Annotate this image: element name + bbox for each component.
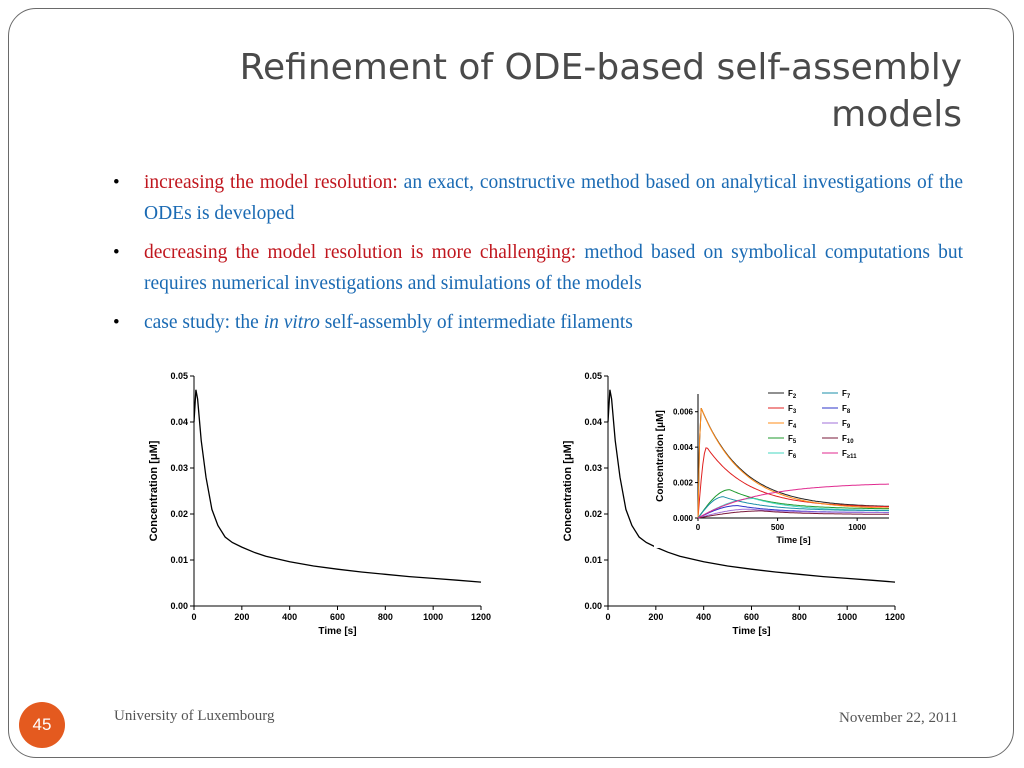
- y-tick-label: 0.04: [170, 417, 188, 427]
- inset-series-F9: [697, 508, 889, 519]
- bullet-item-1: • increasing the model resolution: an ex…: [113, 167, 963, 229]
- series-line: [607, 389, 896, 583]
- x-axis-label: Time [s]: [732, 626, 770, 637]
- y-tick-label: 0.04: [584, 417, 602, 427]
- x-tick-label: 800: [378, 612, 393, 622]
- slide-title: Refinement of ODE-based self-assembly mo…: [239, 47, 962, 135]
- x-tick-label: 500: [771, 523, 785, 532]
- inset-background: [654, 378, 894, 548]
- y-tick-label: 0.02: [170, 509, 188, 519]
- x-tick-label: 1200: [885, 612, 905, 622]
- x-tick-label: 800: [792, 612, 807, 622]
- inset-series-F3: [697, 447, 889, 519]
- legend-label: F≥11: [842, 449, 857, 460]
- x-tick-label: 0: [191, 612, 196, 622]
- bullet-icon: •: [113, 242, 120, 263]
- legend-label: F4: [788, 419, 797, 430]
- bullet-text: case study: the: [144, 312, 264, 333]
- legend-label: F8: [842, 404, 851, 415]
- bullet-lead: increasing the model resolution:: [144, 172, 398, 193]
- bullet-text: self-assembly of intermediate filaments: [319, 312, 633, 333]
- y-tick-label: 0.006: [673, 408, 694, 417]
- x-tick-label: 1000: [423, 612, 443, 622]
- legend-label: F6: [788, 449, 797, 460]
- chart-right: 0.00 0.01 0.02 0.03 0.04 0.05 0 200 400 600 800 100…: [562, 371, 905, 637]
- slide-frame: [8, 8, 1014, 758]
- inset-series-F≥11: [697, 483, 889, 519]
- y-axis-label: Concentration [μM]: [655, 410, 666, 502]
- chart-left: 0.00 0.01 0.02 0.03 0.04 0.05 0 200 400 600 800 100…: [148, 371, 491, 637]
- footer-date: November 22, 2011: [838, 710, 958, 726]
- bullet-lead: decreasing the model resolution is more …: [144, 242, 577, 263]
- legend-label: F3: [788, 404, 797, 415]
- series-line: [193, 389, 482, 583]
- bullet-italic: in vitro: [263, 312, 320, 333]
- bullet-text: method based on symbolical computations …: [144, 242, 963, 294]
- inset-series-F2: [697, 408, 889, 519]
- x-tick-label: 200: [648, 612, 663, 622]
- y-tick-label: 0.004: [673, 443, 694, 452]
- x-tick-label: 0: [605, 612, 610, 622]
- legend-label: F2: [788, 389, 797, 400]
- legend-label: F7: [842, 389, 851, 400]
- bullet-list: • increasing the model resolution: an ex…: [113, 167, 963, 346]
- x-tick-label: 1200: [471, 612, 491, 622]
- y-tick-label: 0.01: [584, 555, 602, 565]
- x-tick-label: 600: [744, 612, 759, 622]
- y-tick-label: 0.002: [673, 479, 694, 488]
- y-tick-label: 0.00: [584, 601, 602, 611]
- page-number-badge: 45: [19, 702, 65, 748]
- x-tick-label: 400: [696, 612, 711, 622]
- y-axis-label: Concentration [μM]: [562, 440, 574, 541]
- inset-series-F7: [697, 496, 890, 519]
- x-tick-label: 0: [696, 523, 701, 532]
- x-tick-label: 400: [282, 612, 297, 622]
- x-axis-label: Time [s]: [318, 626, 356, 637]
- inset-chart: 0.000 0.002 0.004 0.006 0 500 1000 Time [s] Conc…: [654, 378, 894, 548]
- y-tick-label: 0.000: [673, 514, 694, 523]
- y-tick-label: 0.05: [170, 371, 188, 381]
- y-axis-label: Concentration [μM]: [148, 440, 160, 541]
- y-tick-label: 0.05: [584, 371, 602, 381]
- x-tick-label: 1000: [837, 612, 857, 622]
- bullet-icon: •: [113, 312, 120, 333]
- y-tick-label: 0.00: [170, 601, 188, 611]
- bullet-item-3: • case study: the in vitro self-assembly…: [113, 307, 963, 338]
- y-tick-label: 0.03: [170, 463, 188, 473]
- x-axis-label: Time [s]: [776, 535, 810, 545]
- legend-label: F9: [842, 419, 851, 430]
- legend-label: F5: [788, 434, 797, 445]
- x-tick-label: 1000: [848, 523, 866, 532]
- footer-affiliation: University of Luxembourg: [114, 708, 275, 724]
- bullet-icon: •: [113, 172, 120, 193]
- y-tick-label: 0.01: [170, 555, 188, 565]
- bullet-item-2: • decreasing the model resolution is mor…: [113, 237, 963, 299]
- bullet-text: an exact, constructive method based on a…: [144, 172, 963, 224]
- y-tick-label: 0.03: [584, 463, 602, 473]
- x-tick-label: 600: [330, 612, 345, 622]
- inset-series-F10: [697, 510, 889, 519]
- legend-label: F10: [842, 434, 854, 445]
- y-tick-label: 0.02: [584, 509, 602, 519]
- inset-series-F4: [697, 408, 890, 519]
- x-tick-label: 200: [234, 612, 249, 622]
- inset-series-F5: [697, 489, 889, 519]
